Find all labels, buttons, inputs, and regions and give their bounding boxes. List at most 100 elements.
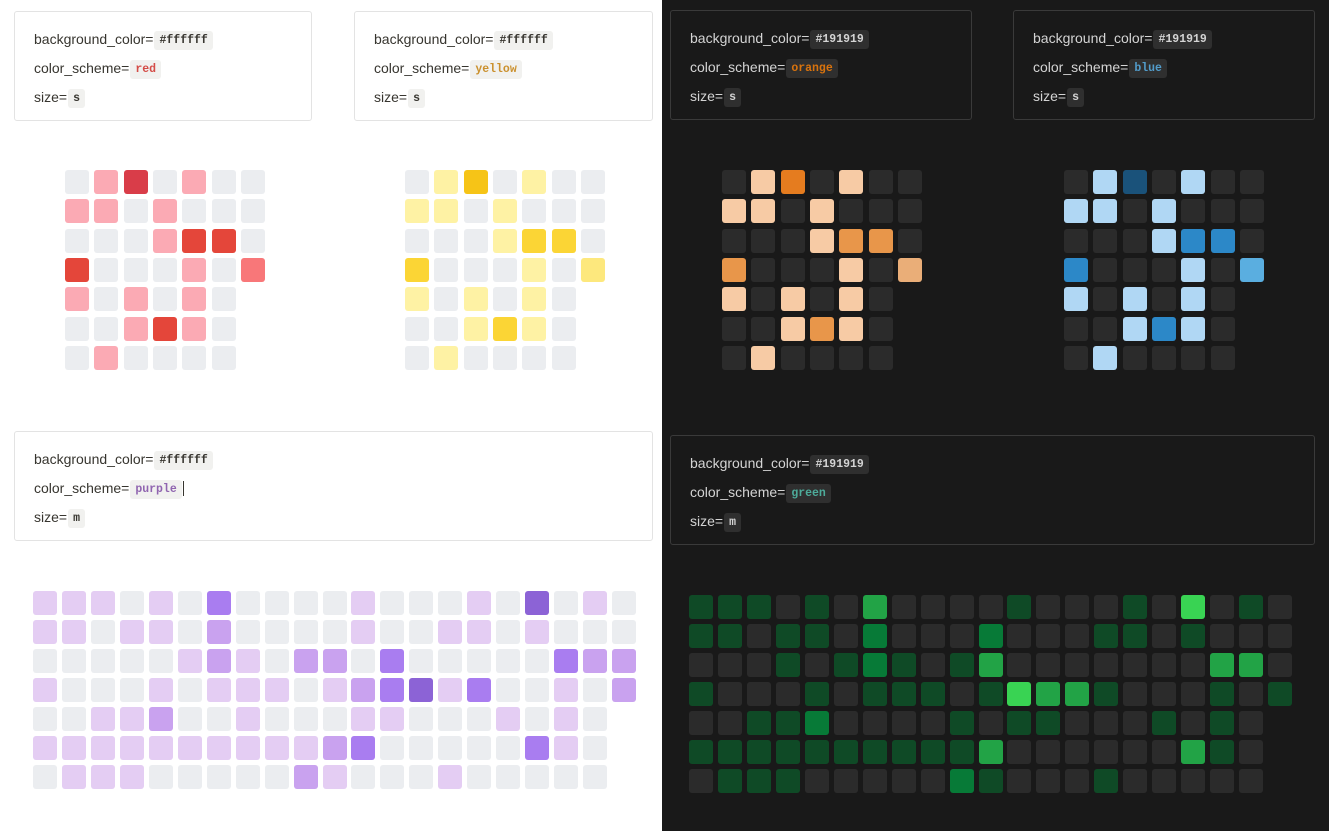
heatmap-cell[interactable] xyxy=(438,736,462,760)
heatmap-cell[interactable] xyxy=(525,736,549,760)
heatmap-cell[interactable] xyxy=(522,317,546,341)
heatmap-cell[interactable] xyxy=(405,317,429,341)
heatmap-cell[interactable] xyxy=(805,769,829,793)
heatmap-cell[interactable] xyxy=(434,229,458,253)
heatmap-cell[interactable] xyxy=(236,591,260,615)
heatmap-cell[interactable] xyxy=(583,678,607,702)
orange-s-config-panel[interactable]: background_color= #191919 color_scheme= ora… xyxy=(670,10,972,120)
heatmap-cell[interactable] xyxy=(583,736,607,760)
heatmap-cell[interactable] xyxy=(464,170,488,194)
heatmap-cell[interactable] xyxy=(1065,624,1089,648)
heatmap-cell[interactable] xyxy=(241,229,265,253)
heatmap-cell[interactable] xyxy=(1239,624,1263,648)
heatmap-cell[interactable] xyxy=(464,229,488,253)
heatmap-cell[interactable] xyxy=(62,736,86,760)
heatmap-cell[interactable] xyxy=(65,258,89,282)
heatmap-cell[interactable] xyxy=(1152,740,1176,764)
heatmap-cell[interactable] xyxy=(1094,769,1118,793)
heatmap-cell[interactable] xyxy=(522,170,546,194)
heatmap-cell[interactable] xyxy=(834,769,858,793)
heatmap-cell[interactable] xyxy=(212,346,236,370)
heatmap-cell[interactable] xyxy=(747,740,771,764)
heatmap-cell[interactable] xyxy=(718,624,742,648)
heatmap-cell[interactable] xyxy=(496,707,520,731)
heatmap-cell[interactable] xyxy=(434,287,458,311)
heatmap-cell[interactable] xyxy=(747,711,771,735)
heatmap-cell[interactable] xyxy=(236,620,260,644)
heatmap-cell[interactable] xyxy=(405,346,429,370)
heatmap-cell[interactable] xyxy=(124,229,148,253)
heatmap-cell[interactable] xyxy=(182,258,206,282)
heatmap-cell[interactable] xyxy=(1007,769,1031,793)
heatmap-cell[interactable] xyxy=(207,649,231,673)
heatmap-cell[interactable] xyxy=(1093,346,1117,370)
heatmap-cell[interactable] xyxy=(207,736,231,760)
heatmap-cell[interactable] xyxy=(493,170,517,194)
heatmap-cell[interactable] xyxy=(1210,653,1234,677)
heatmap-cell[interactable] xyxy=(94,229,118,253)
heatmap-cell[interactable] xyxy=(1094,740,1118,764)
heatmap-cell[interactable] xyxy=(265,736,289,760)
background-color-value[interactable]: #191919 xyxy=(810,30,869,49)
background-color-value[interactable]: #ffffff xyxy=(494,31,553,50)
heatmap-cell[interactable] xyxy=(464,346,488,370)
heatmap-cell[interactable] xyxy=(493,229,517,253)
heatmap-cell[interactable] xyxy=(323,620,347,644)
heatmap-cell[interactable] xyxy=(438,620,462,644)
heatmap-cell[interactable] xyxy=(863,653,887,677)
heatmap-cell[interactable] xyxy=(380,649,404,673)
heatmap-cell[interactable] xyxy=(91,707,115,731)
heatmap-cell[interactable] xyxy=(467,620,491,644)
heatmap-cell[interactable] xyxy=(1123,258,1147,282)
heatmap-cell[interactable] xyxy=(581,229,605,253)
heatmap-cell[interactable] xyxy=(153,317,177,341)
heatmap-cell[interactable] xyxy=(496,649,520,673)
heatmap-cell[interactable] xyxy=(1064,317,1088,341)
heatmap-cell[interactable] xyxy=(612,678,636,702)
size-value[interactable]: s xyxy=(724,88,741,107)
heatmap-cell[interactable] xyxy=(91,620,115,644)
heatmap-cell[interactable] xyxy=(1181,740,1205,764)
heatmap-cell[interactable] xyxy=(323,649,347,673)
heatmap-cell[interactable] xyxy=(863,769,887,793)
heatmap-cell[interactable] xyxy=(554,649,578,673)
heatmap-cell[interactable] xyxy=(1210,740,1234,764)
heatmap-cell[interactable] xyxy=(1211,258,1235,282)
heatmap-cell[interactable] xyxy=(1268,595,1292,619)
heatmap-cell[interactable] xyxy=(212,199,236,223)
heatmap-cell[interactable] xyxy=(241,170,265,194)
heatmap-cell[interactable] xyxy=(863,682,887,706)
heatmap-cell[interactable] xyxy=(583,707,607,731)
heatmap-cell[interactable] xyxy=(1152,595,1176,619)
heatmap-cell[interactable] xyxy=(493,287,517,311)
heatmap-cell[interactable] xyxy=(869,317,893,341)
heatmap-cell[interactable] xyxy=(351,591,375,615)
heatmap-cell[interactable] xyxy=(839,229,863,253)
heatmap-cell[interactable] xyxy=(236,678,260,702)
heatmap-cell[interactable] xyxy=(62,620,86,644)
heatmap-cell[interactable] xyxy=(149,678,173,702)
heatmap-cell[interactable] xyxy=(178,707,202,731)
heatmap-cell[interactable] xyxy=(552,199,576,223)
heatmap-cell[interactable] xyxy=(525,765,549,789)
yellow-s-config-panel[interactable]: background_color= #ffffff color_scheme= yel… xyxy=(354,11,653,121)
heatmap-cell[interactable] xyxy=(525,649,549,673)
heatmap-cell[interactable] xyxy=(212,287,236,311)
heatmap-cell[interactable] xyxy=(805,682,829,706)
heatmap-cell[interactable] xyxy=(1152,624,1176,648)
heatmap-cell[interactable] xyxy=(1239,711,1263,735)
heatmap-cell[interactable] xyxy=(810,229,834,253)
heatmap-cell[interactable] xyxy=(552,287,576,311)
heatmap-cell[interactable] xyxy=(834,711,858,735)
heatmap-cell[interactable] xyxy=(153,258,177,282)
heatmap-cell[interactable] xyxy=(892,740,916,764)
heatmap-cell[interactable] xyxy=(94,258,118,282)
heatmap-cell[interactable] xyxy=(612,620,636,644)
heatmap-cell[interactable] xyxy=(950,624,974,648)
heatmap-cell[interactable] xyxy=(351,620,375,644)
heatmap-cell[interactable] xyxy=(950,595,974,619)
heatmap-cell[interactable] xyxy=(921,595,945,619)
heatmap-cell[interactable] xyxy=(1093,287,1117,311)
heatmap-cell[interactable] xyxy=(892,711,916,735)
heatmap-cell[interactable] xyxy=(554,765,578,789)
